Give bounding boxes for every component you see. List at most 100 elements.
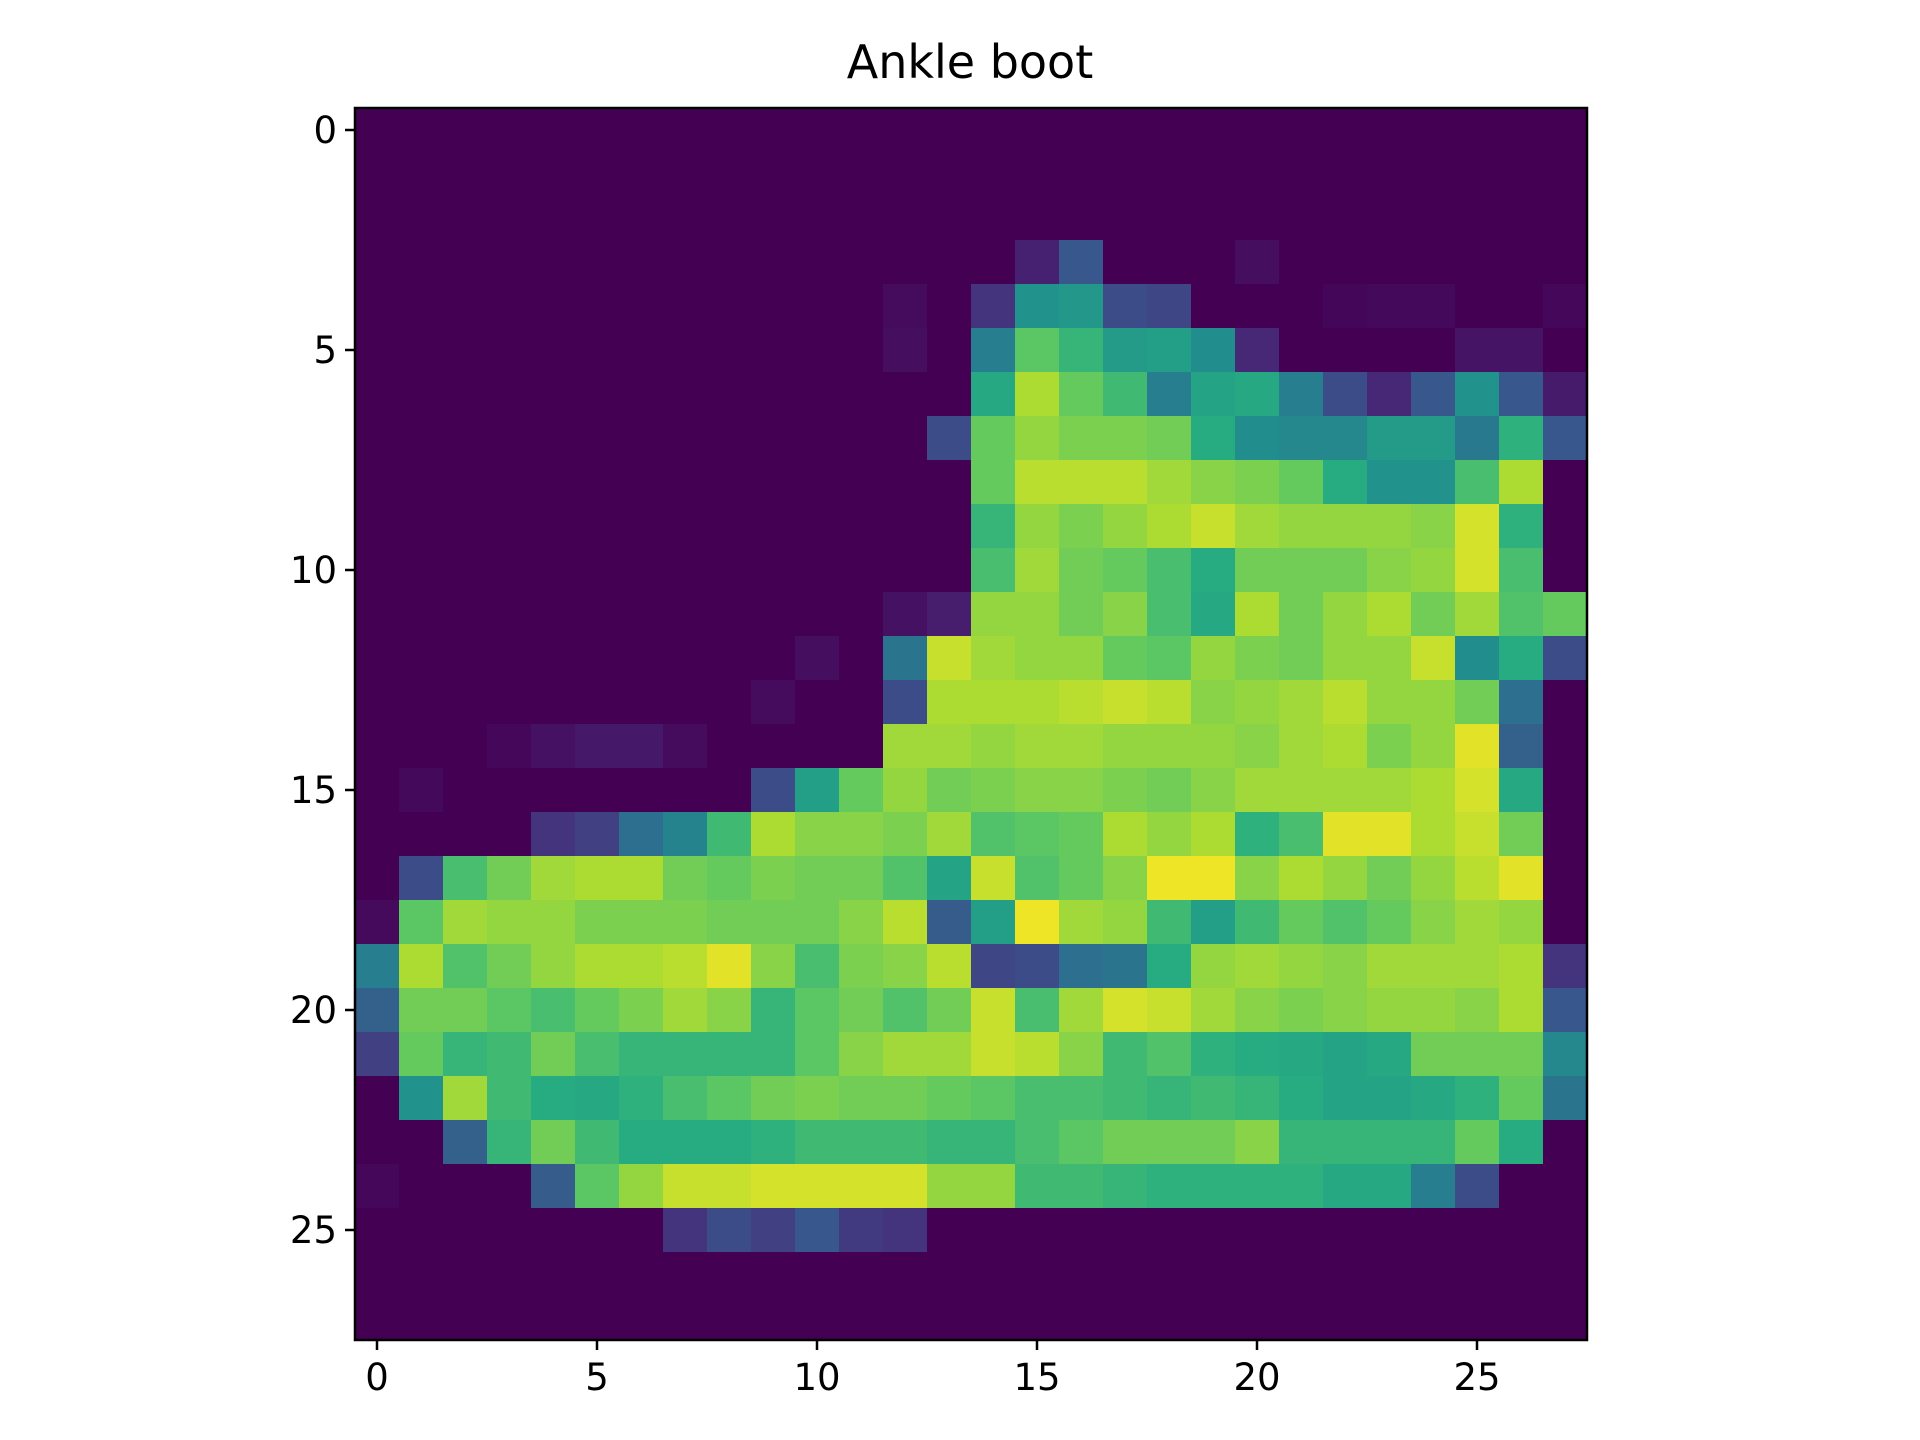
heatmap-cell	[531, 1296, 576, 1341]
heatmap-cell	[1235, 1296, 1280, 1341]
heatmap-cell	[1015, 328, 1060, 373]
heatmap-cell	[927, 636, 972, 681]
heatmap-cell	[663, 1296, 708, 1341]
heatmap-cell	[355, 724, 400, 769]
heatmap-cell	[1059, 856, 1104, 901]
heatmap-cell	[619, 240, 664, 285]
heatmap-cell	[1367, 768, 1412, 813]
heatmap-cell	[883, 284, 928, 329]
heatmap-cell	[1147, 416, 1192, 461]
heatmap-cell	[619, 812, 664, 857]
heatmap-cell	[663, 196, 708, 241]
heatmap-cell	[1015, 1076, 1060, 1121]
heatmap-cell	[1499, 1252, 1544, 1297]
heatmap-cell	[355, 372, 400, 417]
heatmap-cell	[1499, 152, 1544, 197]
heatmap-cell	[1499, 108, 1544, 153]
heatmap-cell	[1147, 724, 1192, 769]
heatmap-cell	[1455, 680, 1500, 725]
heatmap-cell	[487, 152, 532, 197]
heatmap-cell	[487, 592, 532, 637]
heatmap-cell	[1103, 1296, 1148, 1341]
heatmap-cell	[1147, 856, 1192, 901]
heatmap-cell	[443, 1032, 488, 1077]
heatmap-cell	[1411, 240, 1456, 285]
heatmap-cell	[1367, 1032, 1412, 1077]
heatmap-cell	[399, 504, 444, 549]
heatmap-cell	[839, 812, 884, 857]
heatmap-cell	[1015, 856, 1060, 901]
heatmap-cell	[355, 1120, 400, 1165]
heatmap-cell	[1367, 416, 1412, 461]
heatmap-cell	[927, 1120, 972, 1165]
heatmap-cell	[839, 1164, 884, 1209]
heatmap-cell	[971, 900, 1016, 945]
heatmap-cell	[1543, 372, 1588, 417]
heatmap-cell	[575, 680, 620, 725]
heatmap-cell	[1411, 1120, 1456, 1165]
x-tick-label: 15	[1013, 1356, 1060, 1399]
heatmap-cell	[531, 1252, 576, 1297]
heatmap-cell	[1147, 328, 1192, 373]
heatmap-cell	[663, 988, 708, 1033]
heatmap-cell	[1191, 1296, 1236, 1341]
heatmap-cell	[531, 1032, 576, 1077]
heatmap-cell	[531, 988, 576, 1033]
heatmap-cell	[1191, 944, 1236, 989]
heatmap-cell	[1191, 856, 1236, 901]
heatmap-cell	[971, 372, 1016, 417]
heatmap-cell	[1543, 152, 1588, 197]
heatmap-cell	[1103, 1164, 1148, 1209]
heatmap-cell	[971, 1208, 1016, 1253]
heatmap-cell	[1059, 1120, 1104, 1165]
heatmap-cell	[575, 460, 620, 505]
heatmap-cell	[1455, 152, 1500, 197]
heatmap-cell	[575, 900, 620, 945]
heatmap-cell	[839, 592, 884, 637]
axis-ticks: 0 5 10 15 20 25 0 5 10 15 20 25	[290, 109, 1501, 1399]
heatmap-cell	[1103, 108, 1148, 153]
heatmap-cell	[1147, 1208, 1192, 1253]
heatmap-cell	[1279, 1296, 1324, 1341]
heatmap-cell	[971, 1164, 1016, 1209]
heatmap-cell	[355, 1208, 400, 1253]
heatmap-cell	[575, 1164, 620, 1209]
heatmap-cell	[575, 1208, 620, 1253]
heatmap-cell	[399, 1076, 444, 1121]
heatmap-cell	[1279, 856, 1324, 901]
heatmap-cell	[1191, 240, 1236, 285]
heatmap-cell	[707, 196, 752, 241]
heatmap-cell	[443, 856, 488, 901]
heatmap-cell	[531, 548, 576, 593]
heatmap-cell	[1323, 196, 1368, 241]
heatmap-cell	[1455, 636, 1500, 681]
heatmap-cell	[531, 856, 576, 901]
heatmap-cell	[1455, 284, 1500, 329]
heatmap-cell	[487, 724, 532, 769]
heatmap-cell	[1147, 768, 1192, 813]
heatmap-cell	[707, 1120, 752, 1165]
heatmap-cell	[1543, 240, 1588, 285]
heatmap-cell	[883, 504, 928, 549]
heatmap-cell	[795, 592, 840, 637]
heatmap-cell	[355, 548, 400, 593]
y-tick-label: 5	[313, 329, 337, 372]
heatmap-cell	[1015, 988, 1060, 1033]
heatmap-cell	[1015, 1164, 1060, 1209]
heatmap-cell	[1235, 108, 1280, 153]
heatmap-cell	[1367, 592, 1412, 637]
heatmap-cell	[1191, 1164, 1236, 1209]
heatmap-cell	[1279, 812, 1324, 857]
heatmap-cell	[443, 372, 488, 417]
heatmap-cell	[1147, 636, 1192, 681]
heatmap-cell	[751, 416, 796, 461]
chart-title: Ankle boot	[847, 35, 1094, 89]
heatmap-cell	[1455, 1252, 1500, 1297]
heatmap-cell	[751, 900, 796, 945]
heatmap-cell	[1147, 988, 1192, 1033]
heatmap-cell	[971, 1296, 1016, 1341]
heatmap-cell	[1323, 108, 1368, 153]
heatmap-cell	[531, 944, 576, 989]
heatmap-cell	[839, 1252, 884, 1297]
heatmap-cell	[927, 1296, 972, 1341]
